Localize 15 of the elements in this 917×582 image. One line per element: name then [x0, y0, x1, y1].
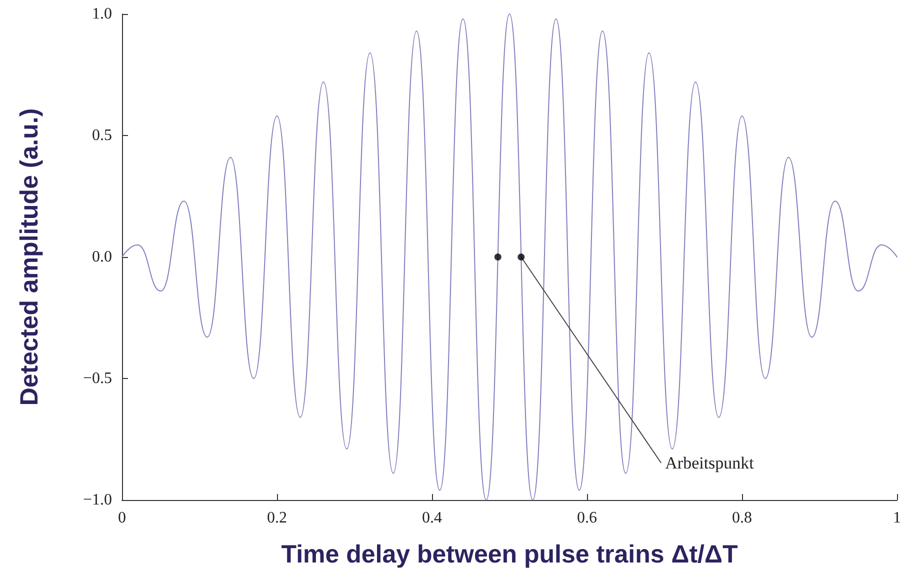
y-tick-label: −0.5	[82, 370, 112, 387]
y-tick-label: 1.0	[92, 6, 112, 22]
y-tick-label: 0.5	[92, 127, 112, 144]
x-tick-label: 0.4	[422, 510, 442, 526]
x-tick-label: 0.2	[267, 510, 287, 526]
y-tick-label: 0.0	[92, 248, 112, 266]
y-tick-label: −1.0	[82, 492, 112, 508]
x-tick-label: 0.8	[732, 510, 752, 526]
x-tick-label: 1	[893, 510, 901, 526]
x-tick-label: 0.6	[577, 510, 597, 526]
annotation: Arbeitspunkt	[665, 454, 754, 472]
x-axis-title: Time delay between pulse trains Δt/ΔT	[281, 540, 738, 568]
x-tick-label: 0	[118, 510, 126, 526]
y-axis-title: Detected amplitude (a.u.)	[16, 108, 44, 406]
line-series	[122, 14, 898, 500]
